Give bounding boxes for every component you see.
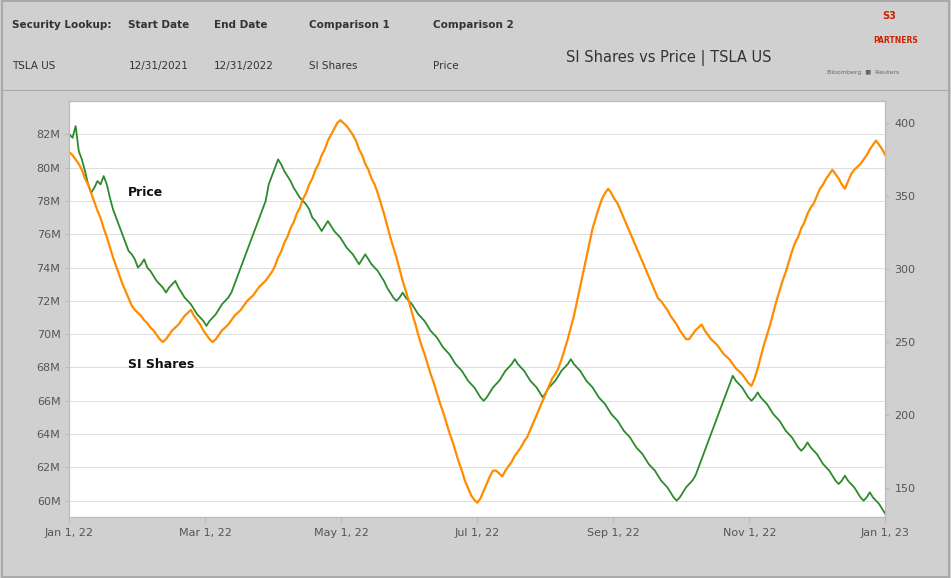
Text: SI Shares vs Price | TSLA US: SI Shares vs Price | TSLA US	[566, 50, 771, 66]
Text: 12/31/2022: 12/31/2022	[214, 61, 274, 71]
Text: PARTNERS: PARTNERS	[873, 36, 918, 45]
Text: SI Shares: SI Shares	[128, 358, 194, 370]
Text: Comparison 2: Comparison 2	[433, 20, 514, 29]
Text: Security Lookup:: Security Lookup:	[12, 20, 112, 29]
Text: TSLA US: TSLA US	[12, 61, 56, 71]
Text: 12/31/2021: 12/31/2021	[128, 61, 188, 71]
Text: Price: Price	[128, 186, 164, 199]
Text: SI Shares: SI Shares	[309, 61, 358, 71]
Text: Comparison 1: Comparison 1	[309, 20, 390, 29]
Text: S3: S3	[883, 11, 897, 21]
Text: Start Date: Start Date	[128, 20, 189, 29]
Text: Price: Price	[433, 61, 458, 71]
Text: End Date: End Date	[214, 20, 267, 29]
Text: Bloomberg  ■  Reuters: Bloomberg ■ Reuters	[827, 70, 900, 75]
